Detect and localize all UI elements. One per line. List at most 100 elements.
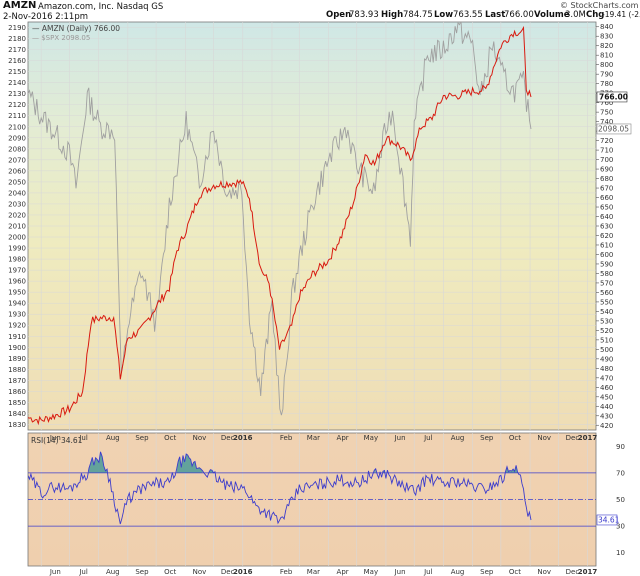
right-tick-label: 430 xyxy=(600,412,613,420)
right-tick-label: 830 xyxy=(600,33,613,41)
right-tick-label: 820 xyxy=(600,42,613,50)
x-label-price: Sep xyxy=(480,434,494,442)
right-tick-label: 510 xyxy=(600,336,613,344)
x-label-rsi: Nov xyxy=(193,568,207,576)
left-tick-label: 1830 xyxy=(8,421,26,429)
right-tick-label: 840 xyxy=(600,23,613,31)
right-tick-label: 600 xyxy=(600,251,613,259)
x-label-price: Dec xyxy=(566,434,580,442)
x-label-rsi: Jun xyxy=(49,568,61,576)
right-tick-label: 630 xyxy=(600,223,613,231)
right-tick-label: 560 xyxy=(600,289,613,297)
price-grid xyxy=(28,22,596,430)
volume-value: 3.0M xyxy=(565,10,586,20)
volume-label: Volume xyxy=(534,10,570,20)
x-label-price: Aug xyxy=(106,434,120,442)
left-tick-label: 1850 xyxy=(8,399,26,407)
right-tick-label: 720 xyxy=(600,137,613,145)
x-label-price: Oct xyxy=(164,434,176,442)
x-label-price: Dec xyxy=(221,434,235,442)
left-tick-label: 2070 xyxy=(8,156,26,164)
x-label-rsi: Jun xyxy=(394,568,406,576)
x-label-rsi: Oct xyxy=(164,568,176,576)
spx-series-line xyxy=(28,22,532,416)
left-tick-label: 1980 xyxy=(8,256,26,264)
ticker-symbol: AMZN xyxy=(3,0,37,11)
rsi-level-lines xyxy=(28,472,596,527)
right-tick-label: 740 xyxy=(600,118,613,126)
legend-spx: — $SPX 2098.05 xyxy=(32,34,90,42)
left-tick-label: 1930 xyxy=(8,311,26,319)
left-tick-label: 2140 xyxy=(8,79,26,87)
x-label-price: May xyxy=(364,434,378,442)
right-tick-label: 670 xyxy=(600,185,613,193)
brand-watermark: © StockCharts.com xyxy=(560,1,639,10)
left-tick-label: 1900 xyxy=(8,344,26,352)
left-tick-label: 2060 xyxy=(8,167,26,175)
x-label-price: Feb xyxy=(280,434,293,442)
x-label-rsi: Nov xyxy=(537,568,551,576)
x-label-price: Mar xyxy=(307,434,320,442)
left-tick-label: 2110 xyxy=(8,112,26,120)
x-label-rsi: Aug xyxy=(106,568,120,576)
left-tick-label: 2160 xyxy=(8,57,26,65)
right-tick-label: 660 xyxy=(600,194,613,202)
open-value: 783.93 xyxy=(349,10,379,20)
last-label: Last xyxy=(485,10,506,20)
right-tick-label: 620 xyxy=(600,232,613,240)
right-tick-label: 640 xyxy=(600,213,613,221)
right-tick-label: 460 xyxy=(600,384,613,392)
x-label-price: Sep xyxy=(135,434,149,442)
left-tick-label: 1890 xyxy=(8,355,26,363)
x-label-price: Jun xyxy=(49,434,61,442)
left-tick-label: 1940 xyxy=(8,300,26,308)
x-label-rsi: Dec xyxy=(566,568,580,576)
left-price-axis: 2190 2180 2170 2160 2150 2140 2130 2120 2110 2100… xyxy=(8,24,26,429)
x-label-price: Oct xyxy=(509,434,521,442)
spx-last-tag: 2098.05 xyxy=(596,123,632,135)
x-label-rsi: Sep xyxy=(480,568,494,576)
spx-last-tag-text: 2098.05 xyxy=(598,124,629,133)
right-tick-label: 580 xyxy=(600,270,613,278)
x-label-rsi: May xyxy=(364,568,378,576)
right-tick-label: 800 xyxy=(600,61,613,69)
high-label: High xyxy=(381,10,404,20)
left-tick-label: 1990 xyxy=(8,245,26,253)
amzn-last-tag: 766.00 xyxy=(596,91,628,103)
right-tick-label: 610 xyxy=(600,241,613,249)
right-tick-label: 760 xyxy=(600,99,613,107)
left-tick-label: 2130 xyxy=(8,90,26,98)
left-tick-label: 2030 xyxy=(8,200,26,208)
right-tick-label: 500 xyxy=(600,346,613,354)
amzn-series-line xyxy=(28,25,532,426)
right-tick-label: 750 xyxy=(600,109,613,117)
left-tick-label: 1910 xyxy=(8,333,26,341)
right-tick-label: 540 xyxy=(600,308,613,316)
right-tick-label: 780 xyxy=(600,80,613,88)
left-tick-label: 1840 xyxy=(8,410,26,418)
x-label-rsi: Jul xyxy=(423,568,433,576)
x-label-price: Jul xyxy=(423,434,433,442)
chart-header: AMZN Amazon.com, Inc. Nasdaq GS 2-Nov-20… xyxy=(0,0,640,23)
rsi-series-line xyxy=(28,451,532,525)
right-tick-label: 520 xyxy=(600,327,613,335)
x-label-rsi: Mar xyxy=(307,568,320,576)
x-label-rsi: Sep xyxy=(135,568,149,576)
left-tick-label: 2090 xyxy=(8,134,26,142)
right-tick-label: 570 xyxy=(600,279,613,287)
left-tick-label: 1970 xyxy=(8,267,26,275)
right-tick-label: 530 xyxy=(600,317,613,325)
x-label-price: 2017 xyxy=(578,434,598,442)
right-tick-label: 550 xyxy=(600,298,613,306)
left-tick-label: 2080 xyxy=(8,145,26,153)
x-label-price: Nov xyxy=(537,434,551,442)
left-tick-label: 1880 xyxy=(8,366,26,374)
right-tick-label: 810 xyxy=(600,52,613,60)
rsi-overbought-area xyxy=(374,468,376,473)
left-tick-label: 2010 xyxy=(8,223,26,231)
timestamp: 2-Nov-2016 2:11pm xyxy=(3,12,88,22)
x-label-rsi: Oct xyxy=(509,568,521,576)
x-label-price: Jun xyxy=(394,434,406,442)
left-tick-label: 2190 xyxy=(8,24,26,32)
